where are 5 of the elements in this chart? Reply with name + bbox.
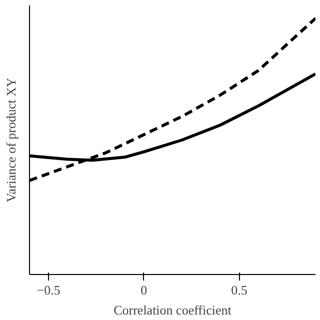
y-axis-title: Variance of product XY [4,77,18,202]
x-tick-label: 0 [140,282,148,298]
x-axis-title: Correlation coefficient [114,302,232,318]
x-tick-label: 0.5 [231,282,248,298]
x-tick-label: −0.5 [36,282,60,298]
